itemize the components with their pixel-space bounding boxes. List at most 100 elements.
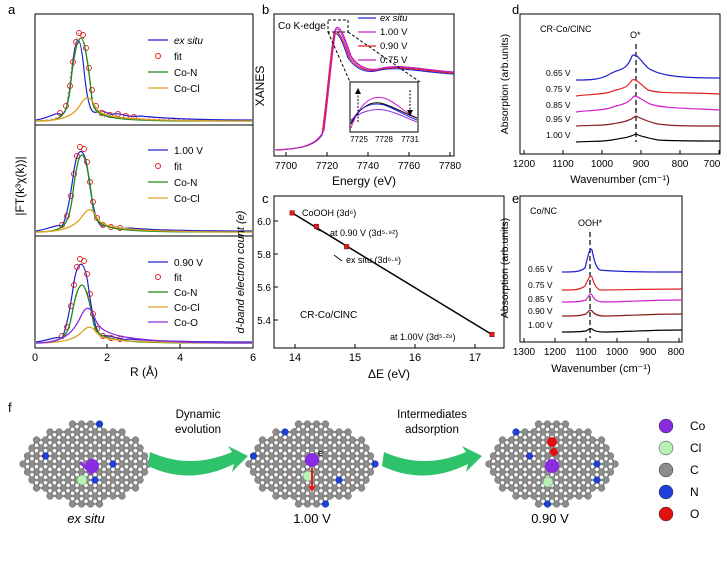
sheet-2-c-atom bbox=[272, 428, 280, 436]
b-xtick-1: 7720 bbox=[316, 161, 339, 172]
e-curve-label-1: 0.75 V bbox=[528, 280, 553, 290]
a2-100v-curve bbox=[35, 150, 253, 232]
sheet-2-c-atom bbox=[294, 420, 303, 428]
e-xtick-4: 900 bbox=[640, 347, 657, 358]
sheet-3-n-atom bbox=[593, 460, 601, 468]
panel-f-label: f bbox=[8, 400, 12, 415]
sheet-1-c-atom bbox=[23, 468, 32, 476]
panel-c: CR-Co/ClNC CoOOH (3d⁶) at 0.90 V (3d⁵·⁹²… bbox=[235, 195, 505, 381]
legend-cl-atom bbox=[658, 440, 674, 456]
sheet-3-c-atom bbox=[503, 460, 511, 468]
sheet-1-c-atom bbox=[127, 476, 135, 484]
sheet-2-c-atom bbox=[263, 444, 271, 452]
sheet-1-c-atom bbox=[32, 468, 41, 476]
sheet-2-c-atom bbox=[357, 484, 366, 492]
sheet-1-c-atom bbox=[46, 444, 54, 452]
a1-legend-2: Co-N bbox=[174, 68, 197, 79]
sheet-3-c-atom bbox=[597, 484, 606, 492]
sheet-2-c-atom bbox=[339, 452, 348, 460]
sheet-1-c-atom bbox=[50, 468, 59, 476]
sheet-2-c-atom bbox=[303, 436, 312, 444]
a3-legend-4: Co-O bbox=[174, 318, 198, 329]
sheet-3-c-atom bbox=[588, 468, 597, 476]
e-ylabel: Absorption (arb.units) bbox=[499, 218, 511, 318]
sheet-3-c-atom bbox=[566, 476, 574, 484]
b-ylabel: XANES bbox=[253, 66, 267, 107]
sheet-1-c-atom bbox=[104, 468, 113, 476]
sheet-3-c-atom bbox=[552, 484, 561, 492]
legend-co-atom bbox=[658, 418, 674, 434]
sheet-2-c-atom bbox=[357, 436, 366, 444]
sheet-1-c-atom bbox=[131, 468, 140, 476]
d-xticks bbox=[523, 150, 720, 154]
sheet-3-c-atom bbox=[602, 460, 610, 468]
sheet-3-c-atom bbox=[570, 436, 579, 444]
legend-co-label: Co bbox=[690, 419, 706, 433]
sheet-3-c-atom bbox=[485, 460, 493, 468]
sheet-1-c-atom bbox=[73, 428, 81, 436]
e-curve-label-4: 1.00 V bbox=[528, 320, 553, 330]
sheet-1-c-atom bbox=[59, 452, 68, 460]
sheet-3-n-atom bbox=[512, 428, 520, 436]
sheet-2-n-atom bbox=[321, 500, 330, 508]
a-xtick-1: 2 bbox=[104, 352, 110, 364]
sheet-1-c-atom bbox=[77, 500, 86, 508]
sheet-3-c-atom bbox=[512, 460, 520, 468]
sheet-1-c-atom bbox=[28, 444, 36, 452]
sheet-3-c-atom bbox=[507, 468, 516, 476]
sheet-2-c-atom bbox=[290, 460, 298, 468]
sheet-3-c-atom bbox=[588, 452, 597, 460]
sheet-2-c-atom bbox=[272, 444, 280, 452]
sheet-1-c-atom bbox=[37, 476, 45, 484]
sheet-3-c-atom bbox=[494, 444, 502, 452]
f3-co-atom bbox=[545, 459, 559, 473]
sheet-1-c-atom bbox=[113, 436, 122, 444]
sheet-1-c-atom bbox=[68, 484, 77, 492]
sheet-3-c-atom bbox=[557, 476, 565, 484]
sheet-3-c-atom bbox=[597, 452, 606, 460]
d-xlabel: Wavenumber (cm⁻¹) bbox=[570, 174, 670, 186]
sheet-3-c-atom bbox=[584, 428, 592, 436]
sheet-3-c-atom bbox=[557, 444, 565, 452]
sheet-1-c-atom bbox=[118, 460, 126, 468]
sheet-1-c-atom bbox=[50, 436, 59, 444]
c-ytick-0: 5.4 bbox=[257, 316, 271, 327]
sheet-3-c-atom bbox=[525, 484, 534, 492]
sheet-1-c-atom bbox=[59, 484, 68, 492]
sheet-1-c-atom bbox=[73, 492, 81, 500]
sheet-3-c-atom bbox=[606, 452, 615, 460]
sheet-3-c-atom bbox=[489, 468, 498, 476]
b-xticks bbox=[285, 152, 451, 156]
sheet-3-c-atom bbox=[530, 444, 538, 452]
sheet-1-c-atom bbox=[100, 444, 108, 452]
d-xtick-4: 800 bbox=[672, 159, 689, 170]
panel-a-subplot-3: 0.90 V fit Co-N Co-Cl Co-O bbox=[35, 256, 253, 344]
sheet-2-c-atom bbox=[254, 460, 262, 468]
c-annot-1: at 0.90 V (3d⁵·⁹²) bbox=[330, 228, 398, 238]
sheet-1-c-atom bbox=[55, 460, 63, 468]
sheet-1-c-atom bbox=[104, 436, 113, 444]
sheet-1-c-atom bbox=[86, 436, 95, 444]
sheet-2-c-atom bbox=[290, 428, 298, 436]
sheet-3-c-atom bbox=[588, 436, 597, 444]
sheet-2-c-atom bbox=[339, 468, 348, 476]
c-points bbox=[289, 210, 495, 337]
b-inset-frame bbox=[349, 81, 419, 133]
a-xtick-0: 0 bbox=[32, 352, 38, 364]
panel-a-label: a bbox=[8, 2, 16, 17]
f-arrow-1-line2: evolution bbox=[175, 424, 221, 436]
sheet-1-c-atom bbox=[95, 436, 104, 444]
c-point-1 bbox=[313, 223, 319, 229]
sheet-3-c-atom bbox=[507, 436, 516, 444]
f-stage-0: ex situ bbox=[67, 511, 105, 526]
d-xtick-1: 1100 bbox=[552, 159, 574, 170]
sheet-2-c-atom bbox=[317, 476, 325, 484]
e-100v-curve bbox=[561, 328, 683, 333]
sheet-3-c-atom bbox=[494, 460, 502, 468]
d-100v-curve bbox=[575, 133, 721, 143]
sheet-2-c-atom bbox=[308, 444, 316, 452]
sheet-1-c-atom bbox=[100, 460, 108, 468]
sheet-2-c-atom bbox=[326, 428, 334, 436]
sheet-2-c-atom bbox=[362, 476, 370, 484]
sheet-3-c-atom bbox=[570, 484, 579, 492]
